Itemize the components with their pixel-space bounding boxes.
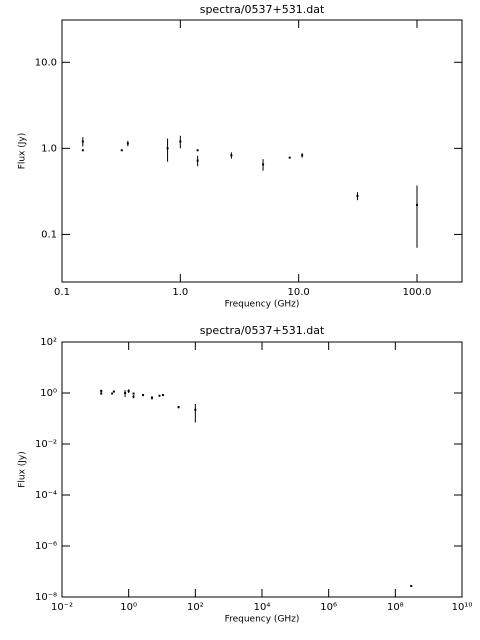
x-tick-label: 10⁸ [387, 602, 404, 613]
x-tick-label: 10⁻² [51, 602, 73, 613]
plot-frame [61, 341, 463, 598]
data-point [100, 392, 103, 395]
y-tick-label: 10⁰ [40, 388, 57, 399]
y-tick-label: 10⁻⁴ [35, 490, 57, 501]
x-tick-label: 1.0 [172, 287, 188, 298]
y-axis-label: Flux (Jy) [18, 451, 28, 488]
data-point [81, 149, 84, 152]
data-point [410, 585, 413, 588]
data-point [132, 392, 135, 395]
y-tick-label: 0.1 [41, 229, 57, 240]
data-point [158, 394, 161, 397]
data-point [196, 149, 199, 152]
y-axis-label: Flux (Jy) [18, 133, 28, 170]
plot-frame [61, 19, 463, 283]
chart-title: spectra/0537+531.dat [200, 324, 325, 337]
y-tick-label: 1.0 [41, 143, 57, 154]
y-tick-label: 10⁻⁸ [35, 592, 57, 603]
x-tick-label: 10¹⁰ [452, 602, 473, 613]
x-axis-label: Frequency (GHz) [225, 615, 300, 625]
x-tick-label: 10⁶ [320, 602, 337, 613]
chart-title: spectra/0537+531.dat [200, 3, 325, 16]
y-tick-label: 10² [40, 337, 57, 348]
x-tick-label: 10⁴ [254, 602, 271, 613]
x-tick-label: 0.1 [54, 287, 70, 298]
x-tick-label: 100.0 [403, 287, 432, 298]
data-point [111, 392, 114, 395]
x-tick-label: 10² [187, 602, 204, 613]
x-tick-label: 10.0 [288, 287, 310, 298]
y-tick-label: 10⁻⁶ [35, 541, 57, 552]
y-tick-label: 10⁻² [35, 439, 57, 450]
data-point [120, 149, 123, 152]
y-tick-label: 10.0 [35, 57, 57, 68]
data-point [288, 156, 291, 159]
x-axis-label: Frequency (GHz) [225, 300, 300, 310]
x-tick-label: 10⁰ [120, 602, 137, 613]
